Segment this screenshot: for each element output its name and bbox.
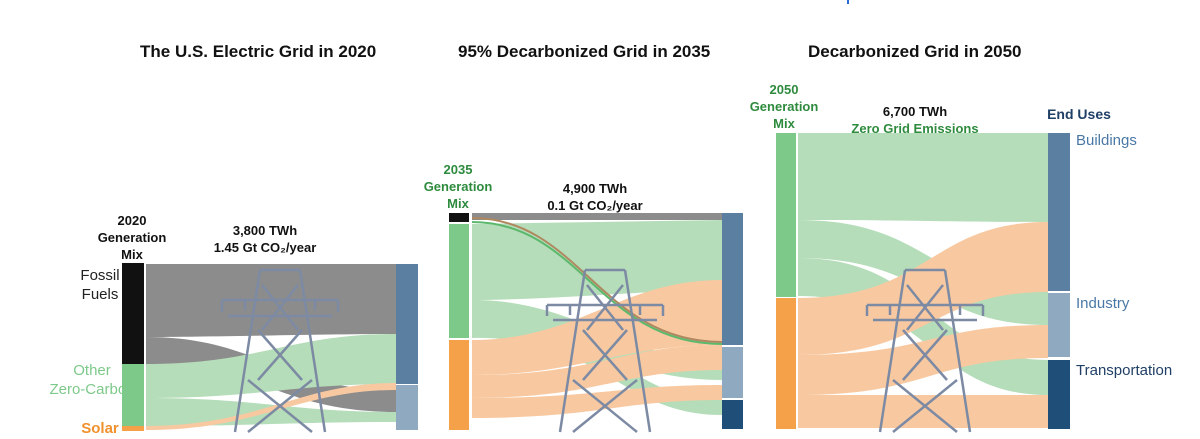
transmission-tower-icon bbox=[545, 268, 665, 433]
generation-mix-label-2035: 2035 Generation Mix bbox=[423, 162, 493, 211]
source-label-other-zero-carbon: Other Zero-Carbon bbox=[49, 362, 135, 398]
generation-mix-label-2020: 2020 Generation Mix bbox=[97, 213, 167, 262]
source-label-fossil-fuels: Fossil Fuels bbox=[80, 267, 120, 303]
node-solar-2050 bbox=[776, 298, 796, 429]
flow-zero-buildings-2035 bbox=[472, 220, 722, 300]
energy-stats-2035: 4,900 TWh 0.1 Gt CO₂/year bbox=[547, 181, 643, 213]
node-solar bbox=[122, 426, 144, 431]
end-uses-title: End Uses bbox=[1047, 106, 1111, 122]
end-use-label-buildings: Buildings bbox=[1076, 132, 1137, 149]
energy-stats-2050: 6,700 TWh Zero Grid Emissions bbox=[851, 104, 979, 136]
node-solar-2035 bbox=[449, 340, 469, 430]
flow-solar bbox=[146, 383, 396, 430]
flow-solar-industry-2050 bbox=[798, 325, 1048, 395]
node-transportation-2035 bbox=[722, 400, 743, 429]
flow-solar-transport-2035 bbox=[472, 385, 722, 418]
node-industry-2050 bbox=[1048, 293, 1070, 357]
panel-title-2050: Decarbonized Grid in 2050 bbox=[808, 42, 1022, 61]
end-use-label-transportation: Transportation bbox=[1076, 362, 1173, 379]
flow-solar-transport-2050 bbox=[798, 395, 1048, 428]
flow-zero-buildings-2050 bbox=[798, 133, 1048, 222]
node-other-zero-carbon bbox=[122, 364, 144, 426]
node-transportation-2050 bbox=[1048, 360, 1070, 429]
node-industry bbox=[396, 385, 418, 430]
node-fossil-fuels bbox=[122, 263, 144, 364]
flow-solar-industry-2035 bbox=[472, 345, 722, 398]
panel-title-2035: 95% Decarbonized Grid in 2035 bbox=[458, 42, 711, 61]
node-fossil-2035 bbox=[449, 213, 469, 222]
node-zero-carbon-2035 bbox=[449, 224, 469, 338]
generation-mix-label-2050: 2050 Generation Mix bbox=[749, 82, 819, 131]
node-buildings bbox=[396, 264, 418, 384]
source-label-solar: Solar bbox=[81, 420, 119, 437]
flow-fossil-thin-2035 bbox=[471, 217, 723, 343]
energy-stats-2020: 3,800 TWh 1.45 Gt CO₂/year bbox=[213, 223, 317, 255]
transmission-tower-icon bbox=[220, 268, 340, 433]
transmission-tower-icon bbox=[865, 268, 985, 433]
blue-mark bbox=[847, 0, 849, 4]
node-buildings-2035 bbox=[722, 213, 743, 345]
node-zero-carbon-2050 bbox=[776, 133, 796, 297]
sankey-2035 bbox=[449, 213, 743, 433]
panel-2020: The U.S. Electric Grid in 2020 2020 Gene… bbox=[0, 0, 420, 439]
flow-fossil-2035 bbox=[472, 213, 722, 220]
flow-solar-buildings-2050 bbox=[798, 222, 1048, 355]
end-use-label-industry: Industry bbox=[1076, 295, 1130, 312]
node-industry-2035 bbox=[722, 347, 743, 398]
flow-green-thin-2035 bbox=[471, 221, 723, 345]
panel-2050: Decarbonized Grid in 2050 2050 Generatio… bbox=[730, 0, 1200, 439]
sankey-2020 bbox=[122, 263, 418, 433]
panel-title-2020: The U.S. Electric Grid in 2020 bbox=[140, 42, 377, 61]
sankey-2050 bbox=[776, 133, 1070, 433]
panel-2035: 95% Decarbonized Grid in 2035 2035 Gener… bbox=[400, 0, 760, 439]
node-buildings-2050 bbox=[1048, 133, 1070, 291]
